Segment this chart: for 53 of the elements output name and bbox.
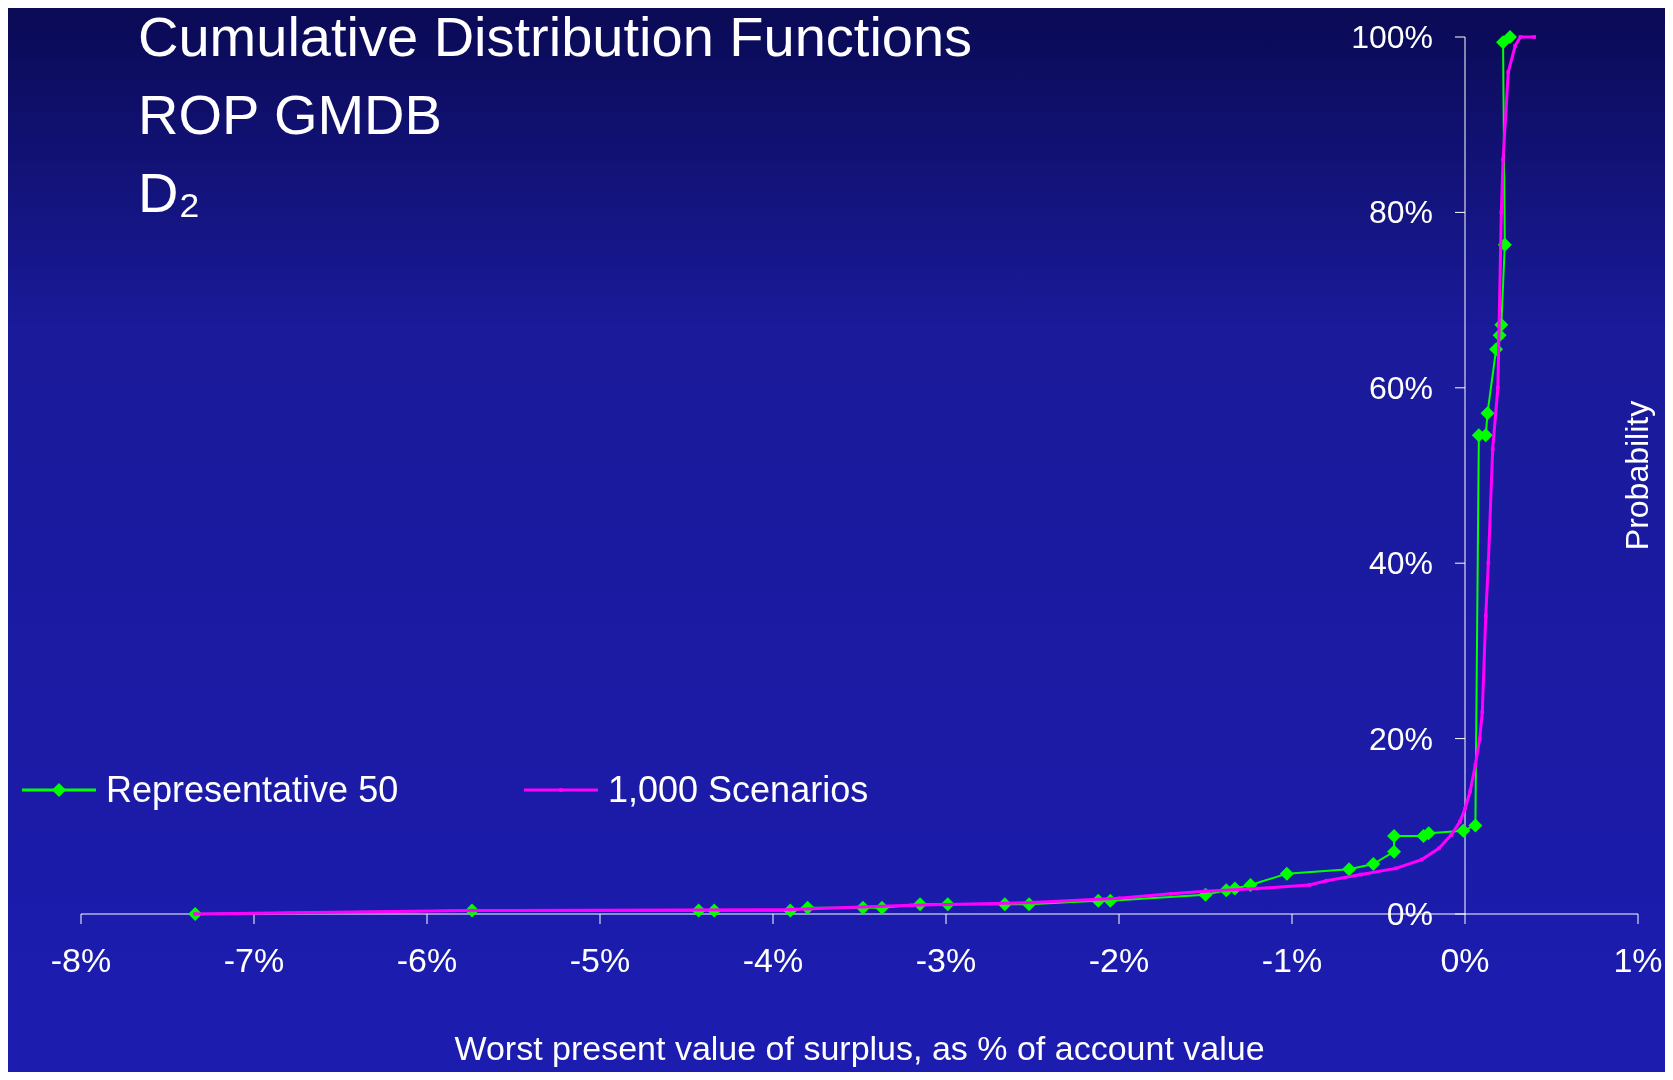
y-tick-label: 20% xyxy=(1368,720,1433,757)
y-tick-label: 40% xyxy=(1368,545,1433,582)
x-tick-label: -2% xyxy=(1088,941,1150,979)
point xyxy=(1117,896,1121,901)
point xyxy=(1458,820,1462,824)
point xyxy=(1463,806,1467,811)
point xyxy=(1419,857,1424,862)
point xyxy=(1359,872,1363,877)
text: Cumulative Distribution Functions ROP GMDB D₂ xyxy=(138,5,973,224)
y-tick-label: 100% xyxy=(1351,19,1433,55)
point xyxy=(1518,35,1523,39)
legend-label: Representative 50 xyxy=(106,769,399,810)
legend-label: 1,000 Scenarios xyxy=(608,769,869,810)
point xyxy=(1480,406,1495,421)
point xyxy=(1532,35,1536,39)
y-tick-label: 60% xyxy=(1368,369,1433,406)
x-tick-label: -8% xyxy=(50,941,112,979)
point xyxy=(1394,866,1398,871)
x-tick-label: -4% xyxy=(742,941,804,979)
point xyxy=(1468,789,1472,794)
point xyxy=(1486,561,1491,565)
point xyxy=(1307,883,1312,887)
x-tick-label: -6% xyxy=(396,941,458,979)
point xyxy=(1387,844,1402,859)
y-tick-label: 0% xyxy=(1386,896,1433,932)
point xyxy=(1456,823,1471,838)
point xyxy=(1169,892,1173,896)
point xyxy=(1342,862,1357,877)
point xyxy=(1366,857,1381,872)
point xyxy=(1203,889,1208,893)
point xyxy=(1449,833,1453,837)
x-axis-title: Worst present value of surplus, as % of account value xyxy=(454,1029,1265,1067)
point xyxy=(1279,866,1294,881)
x-tick-label: -1% xyxy=(1261,941,1323,979)
point xyxy=(1496,386,1500,390)
x-tick-label: -3% xyxy=(915,941,977,979)
point xyxy=(1387,828,1402,843)
point xyxy=(1468,818,1483,833)
y-axis-title: Probability xyxy=(1619,400,1655,551)
point xyxy=(1437,846,1441,851)
point xyxy=(909,903,914,908)
point xyxy=(1502,30,1517,44)
point xyxy=(1477,736,1482,741)
y-tick-label: 80% xyxy=(1368,194,1433,231)
x-tick-label: 0% xyxy=(1440,941,1490,979)
point xyxy=(1501,157,1505,162)
x-tick-label: -5% xyxy=(569,941,631,979)
x-tick-label: 1% xyxy=(1613,941,1663,979)
point xyxy=(1506,70,1511,74)
point xyxy=(1473,763,1478,767)
x-tick-label: -7% xyxy=(223,941,285,979)
point xyxy=(1480,710,1485,715)
point xyxy=(1513,43,1517,48)
